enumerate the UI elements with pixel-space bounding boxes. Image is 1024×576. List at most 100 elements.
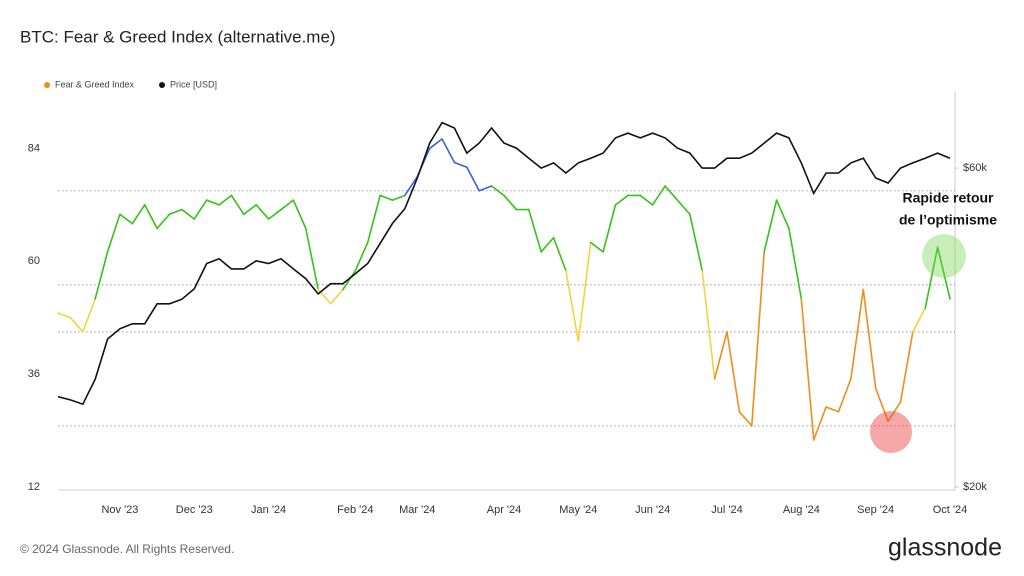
index-segment xyxy=(899,331,914,404)
index-segment xyxy=(837,378,852,413)
index-segment xyxy=(788,227,803,300)
index-segment xyxy=(478,185,493,192)
legend-label: Price [USD] xyxy=(170,79,217,89)
x-tick-label: Sep '24 xyxy=(857,504,894,516)
index-segment xyxy=(887,401,902,422)
index-segment xyxy=(726,331,741,413)
index-segment xyxy=(366,194,381,244)
annotation: Rapide retour xyxy=(902,190,994,206)
chart-title: BTC: Fear & Greed Index (alternative.me) xyxy=(20,27,336,46)
index-segment xyxy=(689,213,704,272)
x-tick-label: May '24 xyxy=(559,504,597,516)
index-segment xyxy=(69,316,84,333)
index-segment xyxy=(441,138,456,164)
index-segment xyxy=(676,199,691,216)
x-tick-label: Jun '24 xyxy=(635,504,670,516)
index-segment xyxy=(119,213,134,225)
highlight xyxy=(922,234,966,278)
index-segment xyxy=(404,175,419,197)
index-segment xyxy=(267,208,282,220)
index-segment xyxy=(577,241,592,343)
index-segment xyxy=(701,269,716,380)
x-tick-label: Apr '24 xyxy=(487,504,522,516)
index-segment xyxy=(503,194,518,211)
index-segment xyxy=(614,194,629,206)
index-segment xyxy=(81,298,96,333)
index-segment xyxy=(540,236,555,253)
index-segment xyxy=(825,406,840,413)
index-segment xyxy=(664,185,679,201)
index-segment xyxy=(602,204,617,253)
index-segment xyxy=(156,213,171,230)
highlight xyxy=(870,411,912,453)
index-segment xyxy=(565,269,580,343)
index-segment xyxy=(168,208,183,216)
index-segment xyxy=(800,298,815,441)
x-tick-label: Mar '24 xyxy=(399,504,435,516)
x-tick-label: Jan '24 xyxy=(251,504,286,516)
x-tick-label: Nov '23 xyxy=(101,504,138,516)
index-segment xyxy=(775,199,790,230)
index-segment xyxy=(205,199,220,206)
index-segment xyxy=(243,204,258,216)
index-segment xyxy=(57,312,72,319)
index-segment xyxy=(912,307,927,333)
index-segment xyxy=(304,227,319,291)
index-segment xyxy=(862,288,877,390)
index-segment xyxy=(280,199,295,211)
index-segment xyxy=(106,213,121,253)
y2-tick-label: $60k xyxy=(963,162,987,174)
x-tick-label: Feb '24 xyxy=(337,504,373,516)
index-segment xyxy=(342,269,357,291)
y-tick-label: 12 xyxy=(28,481,40,493)
legend-swatch xyxy=(159,82,165,88)
y-tick-label: 60 xyxy=(28,255,40,267)
legend-label: Fear & Greed Index xyxy=(55,79,135,89)
annotation: de l’optimisme xyxy=(899,212,997,228)
index-segment xyxy=(589,241,604,253)
index-segment xyxy=(230,194,245,216)
legend-swatch xyxy=(44,82,50,88)
index-segment xyxy=(181,208,196,220)
index-segment xyxy=(94,251,109,300)
index-segment xyxy=(143,204,158,230)
index-segment xyxy=(193,199,208,220)
y-tick-label: 84 xyxy=(28,142,40,154)
footer: © 2024 Glassnode. All Rights Reserved. xyxy=(20,542,234,556)
index-segment xyxy=(292,199,307,230)
plot: 12 36 60 84 $20k $60k Nov '23 Dec '23 Jan '24 Feb… xyxy=(28,121,987,516)
index-segment xyxy=(354,241,369,272)
index-segment xyxy=(874,387,889,422)
x-tick-label: Oct '24 xyxy=(933,504,968,516)
index-segment xyxy=(466,166,481,192)
index-segment xyxy=(639,194,654,206)
index-segment xyxy=(131,204,146,225)
index-segment xyxy=(255,204,270,220)
index-segment xyxy=(713,331,728,380)
index-segment xyxy=(329,288,344,305)
index-segment xyxy=(527,208,542,253)
index-segment xyxy=(738,410,753,427)
index-segment xyxy=(428,138,443,150)
index-segment xyxy=(453,161,468,169)
index-segment xyxy=(763,199,778,253)
x-tick-label: Jul '24 xyxy=(711,504,742,516)
index-segment xyxy=(812,406,827,441)
index-segment xyxy=(391,194,406,201)
x-tick-label: Aug '24 xyxy=(783,504,820,516)
y-tick-label: 36 xyxy=(28,368,40,380)
x-tick-label: Dec '23 xyxy=(176,504,213,516)
brand: glassnode xyxy=(888,534,1002,562)
y2-tick-label: $20k xyxy=(963,481,987,493)
index-segment xyxy=(379,194,394,201)
index-segment xyxy=(936,246,951,300)
index-segment xyxy=(218,194,233,206)
index-segment xyxy=(924,246,939,310)
index-segment xyxy=(490,185,505,197)
index-segment xyxy=(651,185,666,206)
index-segment xyxy=(552,236,567,272)
price-line xyxy=(57,121,951,406)
index-segment xyxy=(750,251,765,427)
index-segment xyxy=(850,288,865,380)
